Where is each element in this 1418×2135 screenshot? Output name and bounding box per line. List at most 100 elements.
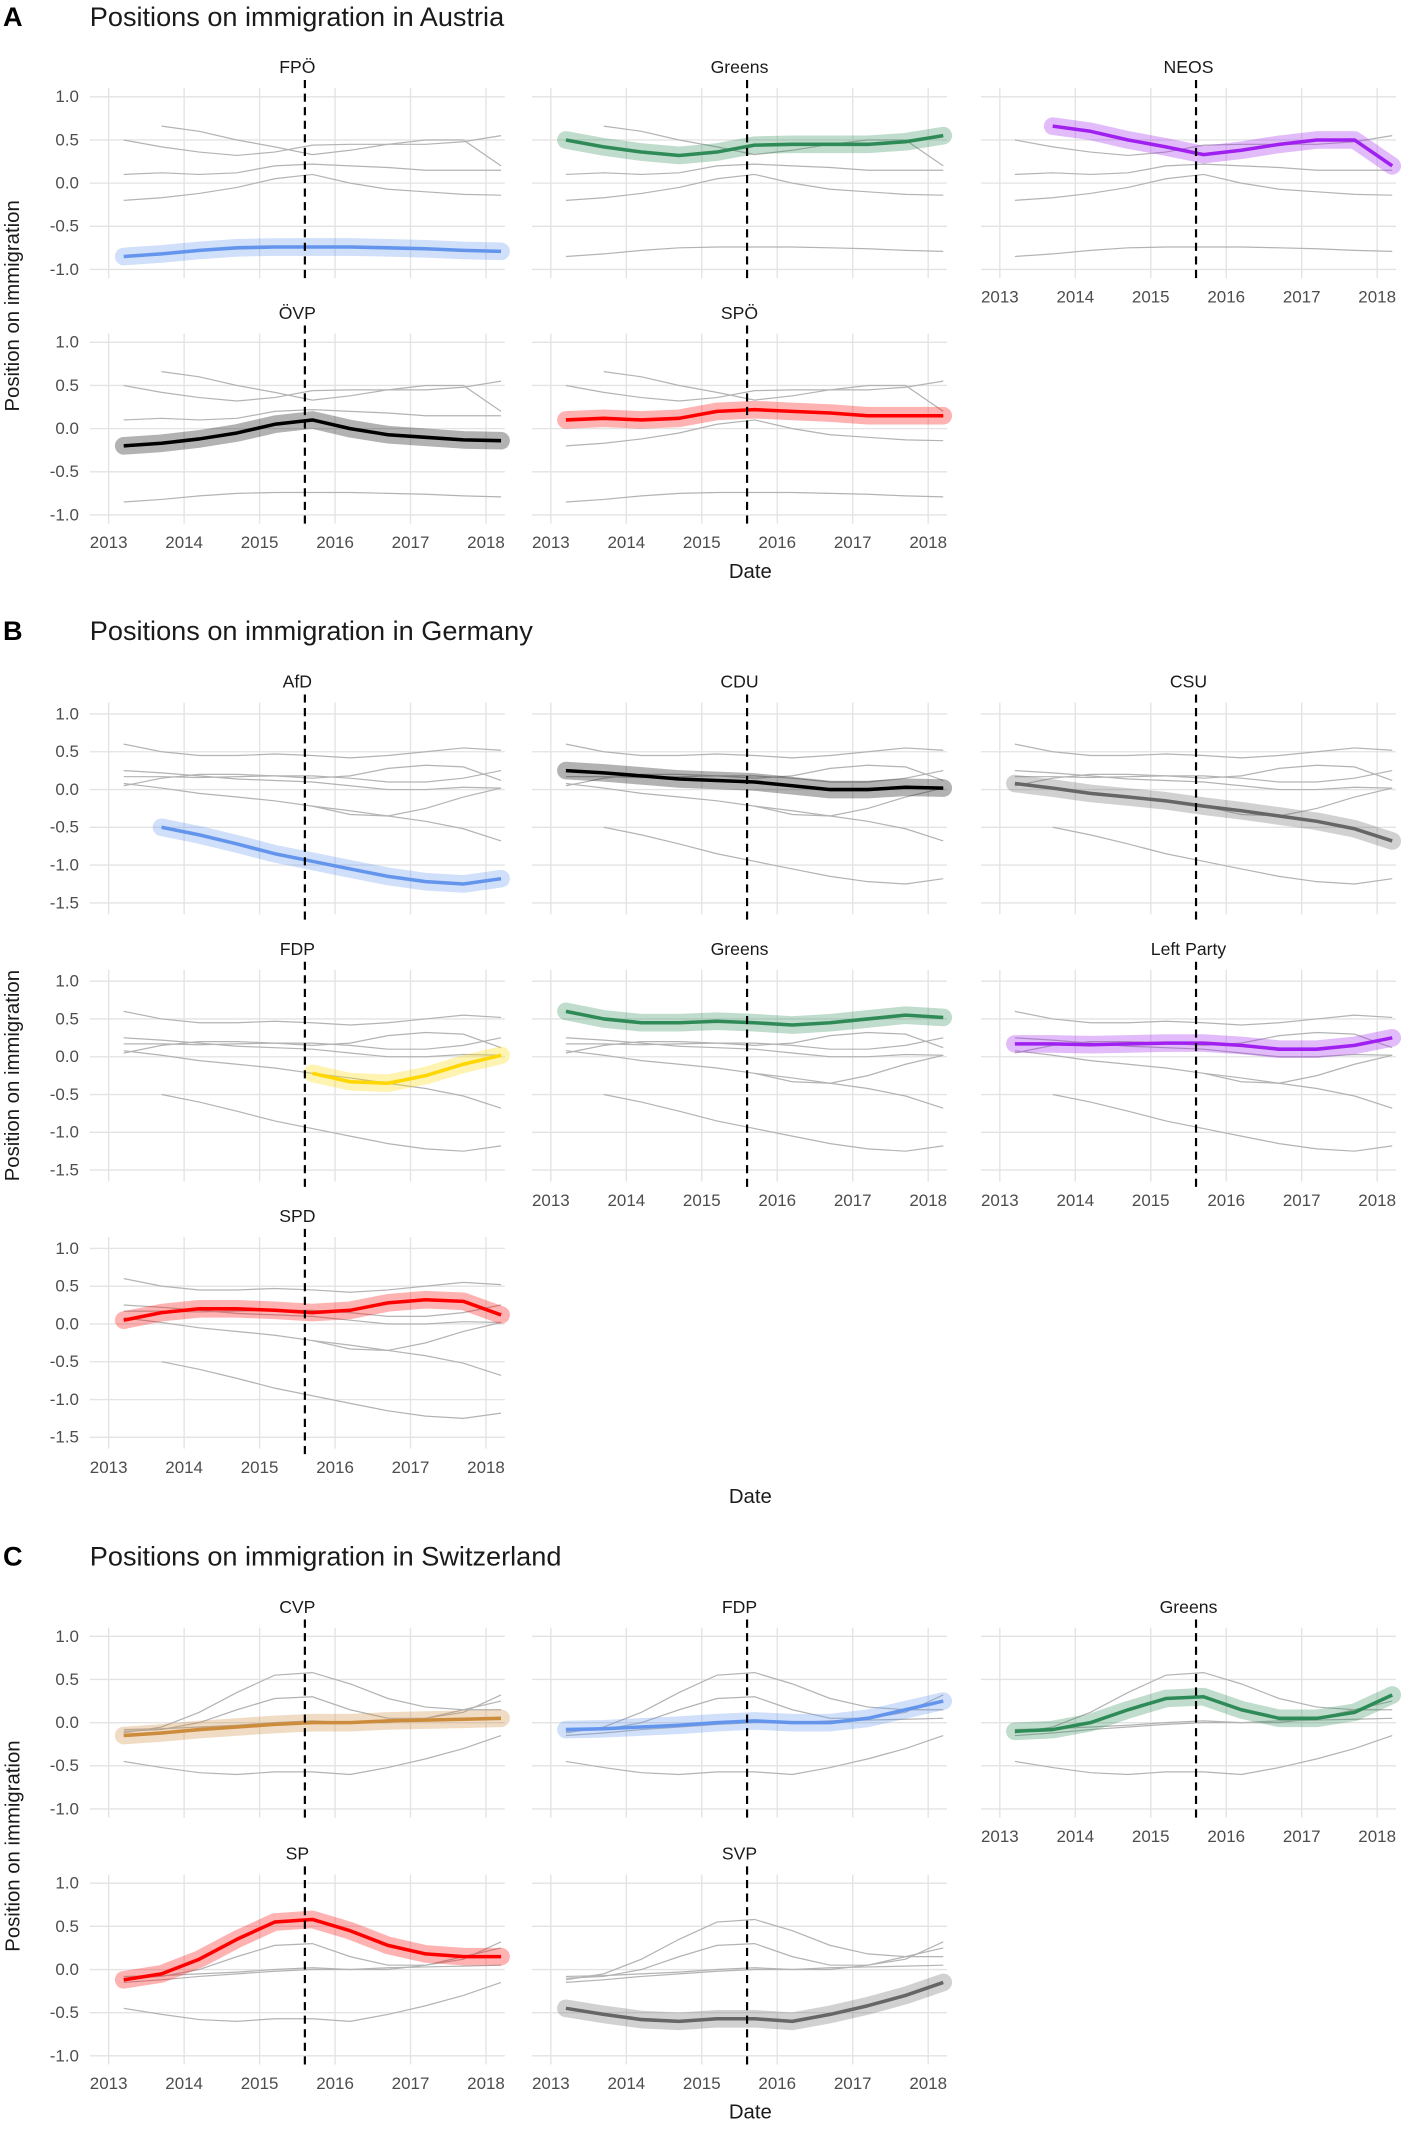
- other-party-line: [123, 1050, 502, 1109]
- other-party-line: [565, 419, 944, 447]
- y-tick-label: -1.5: [50, 893, 79, 912]
- x-tick-label: 2014: [1056, 1191, 1094, 1210]
- x-tick-label: 2014: [607, 1191, 645, 1210]
- smooth-line: [565, 1009, 944, 1027]
- x-tick-label: 2018: [1358, 1827, 1396, 1846]
- y-tick-label: 0.0: [55, 174, 79, 193]
- other-party-line: [123, 782, 502, 842]
- smooth-line: [565, 407, 944, 422]
- other-party-line: [565, 1918, 944, 1981]
- figure-title: Positions on immigration in Germany: [90, 615, 533, 646]
- other-party-line: [1014, 1671, 1393, 1734]
- x-tick-label: 2017: [1283, 1827, 1321, 1846]
- panel-title: Greens: [711, 57, 769, 77]
- other-party-line: [1052, 826, 1393, 885]
- smooth-line: [123, 1297, 502, 1322]
- x-tick-label: 2018: [909, 533, 947, 552]
- y-tick-label: -1.0: [50, 1123, 79, 1142]
- x-tick-label: 2016: [1207, 1191, 1245, 1210]
- x-tick-label: 2015: [241, 1458, 279, 1477]
- x-tick-label: 2013: [981, 1827, 1019, 1846]
- x-tick-label: 2015: [683, 2074, 721, 2093]
- smooth-line: [123, 245, 502, 259]
- x-tick-label: 2018: [467, 2074, 505, 2093]
- other-party-line: [1014, 769, 1393, 783]
- y-tick-label: 0.5: [55, 130, 79, 149]
- smooth-line: [565, 768, 944, 792]
- x-tick-label: 2017: [834, 2074, 872, 2093]
- x-tick-label: 2013: [90, 533, 128, 552]
- other-party-line: [123, 491, 502, 503]
- other-party-line: [1014, 163, 1393, 176]
- x-tick-label: 2018: [1358, 1191, 1396, 1210]
- other-party-line: [123, 163, 502, 176]
- panel-title: ÖVP: [279, 303, 316, 323]
- other-party-line: [1203, 787, 1393, 817]
- panel: Left Party 2013 2014 2015 2016 2017 2018: [980, 939, 1402, 1210]
- smooth-line: [565, 1699, 944, 1732]
- y-tick-label: 0.0: [55, 1047, 79, 1066]
- x-tick-label: 2013: [90, 2074, 128, 2093]
- y-tick-label: -0.5: [50, 2003, 79, 2022]
- other-party-line: [565, 163, 944, 176]
- figure-title: Positions on immigration in Switzerland: [90, 1540, 562, 1571]
- other-party-line: [1014, 1717, 1393, 1737]
- smooth-line: [565, 133, 944, 158]
- other-party-line: [123, 1947, 502, 1978]
- y-tick-label: -0.5: [50, 818, 79, 837]
- other-party-line: [123, 769, 502, 783]
- x-tick-label: 2015: [683, 533, 721, 552]
- other-party-line: [603, 1093, 944, 1152]
- x-tick-label: 2016: [1207, 287, 1245, 306]
- panel: CDU: [531, 672, 953, 920]
- panel-title: FDP: [722, 1597, 757, 1617]
- panel: AfD 1.0 0.5 0.0 -0.5 -1.0 -1.5: [50, 672, 510, 920]
- other-party-line: [123, 1941, 502, 1979]
- other-party-line: [123, 769, 502, 791]
- smooth-line: [565, 1980, 944, 2024]
- other-party-line: [754, 787, 944, 817]
- other-party-line: [565, 1037, 944, 1050]
- x-tick-label: 2016: [758, 533, 796, 552]
- y-tick-label: -1.0: [50, 2046, 79, 2065]
- other-party-line: [565, 491, 944, 503]
- other-party-line: [123, 409, 502, 421]
- x-tick-label: 2014: [165, 533, 203, 552]
- other-party-line: [123, 1277, 502, 1293]
- other-party-line: [565, 769, 944, 783]
- y-tick-label: -1.0: [50, 856, 79, 875]
- y-tick-label: 0.0: [55, 1960, 79, 1979]
- confidence-band: [114, 1910, 510, 1989]
- other-party-line: [123, 1317, 502, 1376]
- other-party-line: [161, 125, 502, 167]
- y-tick-label: 1.0: [55, 333, 79, 352]
- other-party-line: [1014, 173, 1393, 201]
- y-tick-label: 1.0: [55, 972, 79, 991]
- other-party-line: [123, 764, 502, 787]
- other-party-line: [312, 1321, 502, 1352]
- panel: CVP 1.0 0.5 0.0 -0.5 -1.0: [50, 1597, 510, 1824]
- smooth-line: [1014, 781, 1393, 843]
- panel-title: Greens: [711, 939, 769, 959]
- x-tick-label: 2014: [607, 2074, 645, 2093]
- other-party-line: [123, 380, 502, 402]
- other-party-line: [123, 1037, 502, 1058]
- panel-title: SPÖ: [721, 303, 758, 323]
- other-party-line: [565, 246, 944, 258]
- other-party-line: [565, 1671, 944, 1734]
- other-party-line: [123, 173, 502, 201]
- other-party-line: [1203, 1054, 1393, 1084]
- other-party-line: [1014, 764, 1393, 787]
- other-party-line: [603, 826, 944, 885]
- y-tick-label: -0.5: [50, 217, 79, 236]
- panel-title: FPÖ: [279, 57, 315, 77]
- other-party-line: [123, 135, 502, 157]
- confidence-band: [1043, 117, 1402, 175]
- x-tick-label: 2015: [1132, 1827, 1170, 1846]
- panel-title: Left Party: [1151, 939, 1227, 959]
- x-tick-label: 2017: [392, 1458, 430, 1477]
- panel-title: FDP: [280, 939, 315, 959]
- smooth-line: [123, 418, 502, 448]
- y-tick-label: -1.0: [50, 260, 79, 279]
